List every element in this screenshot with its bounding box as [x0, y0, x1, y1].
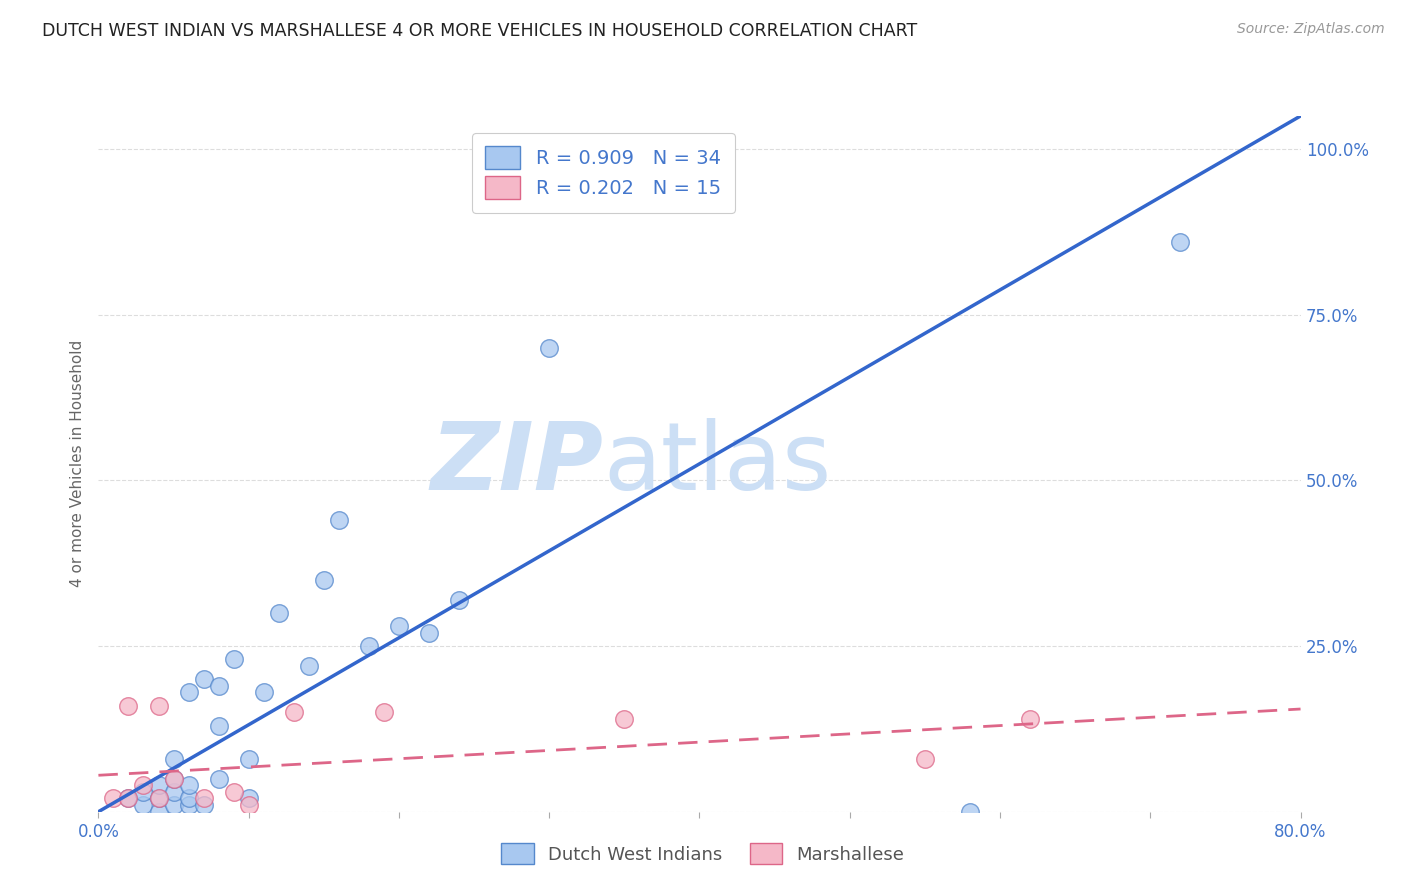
- Point: [357, 639, 380, 653]
- Point: [193, 798, 215, 813]
- Text: atlas: atlas: [603, 417, 831, 510]
- Point: [148, 805, 170, 819]
- Point: [148, 791, 170, 805]
- Point: [177, 778, 200, 792]
- Point: [538, 341, 561, 355]
- Point: [148, 778, 170, 792]
- Point: [388, 619, 411, 633]
- Point: [208, 679, 231, 693]
- Point: [148, 698, 170, 713]
- Point: [148, 791, 170, 805]
- Point: [222, 785, 245, 799]
- Point: [238, 752, 260, 766]
- Point: [267, 606, 290, 620]
- Point: [613, 712, 636, 726]
- Point: [193, 672, 215, 686]
- Point: [117, 791, 139, 805]
- Text: DUTCH WEST INDIAN VS MARSHALLESE 4 OR MORE VEHICLES IN HOUSEHOLD CORRELATION CHA: DUTCH WEST INDIAN VS MARSHALLESE 4 OR MO…: [42, 22, 918, 40]
- Point: [132, 785, 155, 799]
- Point: [162, 798, 184, 813]
- Point: [162, 772, 184, 786]
- Point: [298, 659, 321, 673]
- Point: [177, 798, 200, 813]
- Text: Source: ZipAtlas.com: Source: ZipAtlas.com: [1237, 22, 1385, 37]
- Point: [117, 791, 139, 805]
- Point: [373, 706, 395, 720]
- Point: [208, 772, 231, 786]
- Point: [193, 791, 215, 805]
- Point: [328, 513, 350, 527]
- Legend: R = 0.909   N = 34, R = 0.202   N = 15: R = 0.909 N = 34, R = 0.202 N = 15: [472, 133, 735, 212]
- Y-axis label: 4 or more Vehicles in Household: 4 or more Vehicles in Household: [70, 340, 86, 588]
- Point: [177, 791, 200, 805]
- Point: [162, 752, 184, 766]
- Point: [117, 698, 139, 713]
- Point: [177, 685, 200, 699]
- Point: [238, 791, 260, 805]
- Text: ZIP: ZIP: [430, 417, 603, 510]
- Point: [132, 778, 155, 792]
- Point: [418, 625, 440, 640]
- Point: [208, 718, 231, 732]
- Point: [959, 805, 981, 819]
- Point: [312, 573, 335, 587]
- Point: [238, 798, 260, 813]
- Point: [132, 798, 155, 813]
- Point: [1019, 712, 1042, 726]
- Point: [447, 592, 470, 607]
- Point: [103, 791, 125, 805]
- Point: [914, 752, 936, 766]
- Point: [162, 772, 184, 786]
- Point: [162, 785, 184, 799]
- Point: [222, 652, 245, 666]
- Point: [253, 685, 276, 699]
- Point: [283, 706, 305, 720]
- Point: [1170, 235, 1192, 249]
- Legend: Dutch West Indians, Marshallese: Dutch West Indians, Marshallese: [486, 829, 920, 879]
